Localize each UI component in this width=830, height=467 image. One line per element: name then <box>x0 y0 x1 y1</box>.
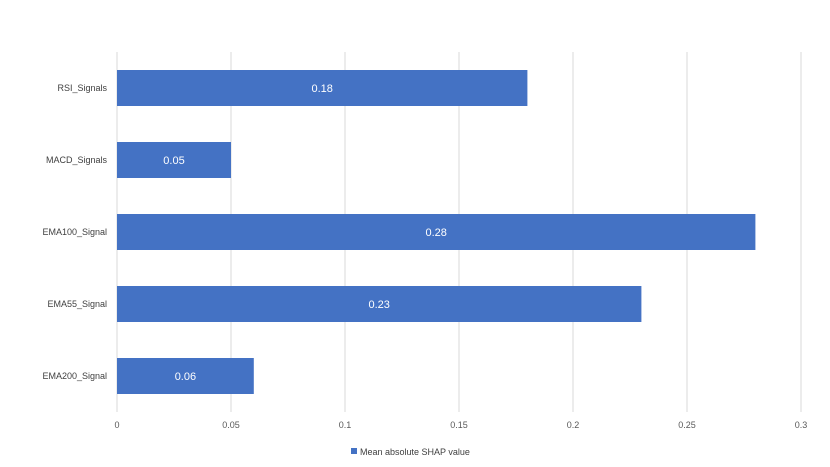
x-tick-label: 0.3 <box>795 420 808 430</box>
category-label: EMA200_Signal <box>42 371 107 381</box>
category-label: MACD_Signals <box>46 155 108 165</box>
legend-label: Mean absolute SHAP value <box>360 447 470 457</box>
category-label: EMA100_Signal <box>42 227 107 237</box>
bar <box>117 142 231 178</box>
category-axis: RSI_Signals MACD_Signals EMA100_Signal EMA5… <box>42 83 107 381</box>
data-labels: 0.18 0.05 0.28 0.23 0.06 <box>163 83 447 383</box>
bar <box>117 286 642 322</box>
bar <box>117 358 254 394</box>
x-tick-label: 0.15 <box>450 420 468 430</box>
data-label: 0.23 <box>368 299 389 311</box>
value-axis: 0 0.05 0.1 0.15 0.2 0.25 0.3 <box>114 420 807 430</box>
category-label: EMA55_Signal <box>47 299 107 309</box>
data-label: 0.06 <box>175 371 196 383</box>
x-tick-label: 0.1 <box>339 420 352 430</box>
bar <box>117 70 528 106</box>
category-label: RSI_Signals <box>57 83 107 93</box>
bar <box>117 214 756 250</box>
x-tick-label: 0.25 <box>678 420 696 430</box>
x-tick-label: 0 <box>114 420 119 430</box>
legend: Mean absolute SHAP value <box>351 447 470 457</box>
legend-swatch <box>351 448 357 454</box>
data-label: 0.05 <box>163 155 184 167</box>
data-label: 0.28 <box>425 227 446 239</box>
x-tick-label: 0.2 <box>567 420 580 430</box>
bars <box>117 70 756 394</box>
x-tick-label: 0.05 <box>222 420 240 430</box>
data-label: 0.18 <box>311 83 332 95</box>
